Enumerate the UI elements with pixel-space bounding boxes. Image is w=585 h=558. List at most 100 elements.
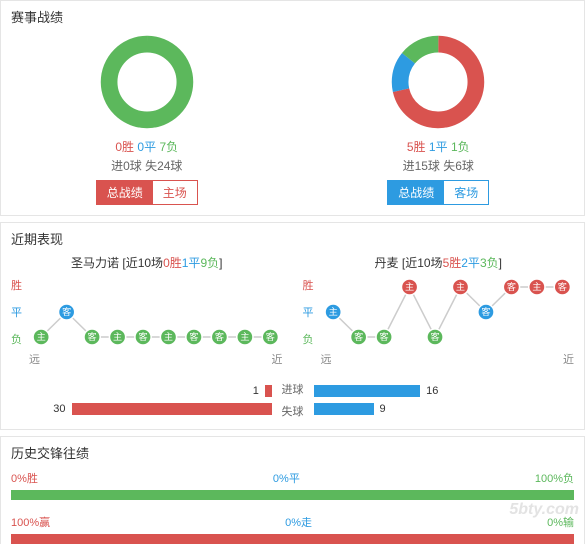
wins-label: 0胜	[115, 140, 134, 154]
history-bar1-right: 100%负	[535, 470, 574, 486]
svg-text:主: 主	[164, 331, 173, 342]
axis-lose-label: 负	[303, 331, 321, 347]
history-title: 历史交锋往绩	[1, 437, 584, 468]
team-header-left: 圣马力诺 [近10场0胜1平9负]	[11, 254, 283, 271]
record-losses: 9负	[200, 256, 219, 270]
form-chart-left: 胜 平 负 主客客主客主客客主客	[11, 277, 283, 347]
history-bar2-right: 0%输	[547, 514, 574, 530]
recent-form-title: 近期表现	[1, 223, 584, 254]
svg-text:主: 主	[455, 281, 464, 292]
record-suffix: ]	[219, 256, 222, 270]
range-far: 远	[321, 351, 332, 367]
svg-text:客: 客	[138, 331, 147, 342]
record-losses: 3负	[480, 256, 499, 270]
range-near: 近	[272, 351, 283, 367]
match-record-columns: 0胜 0平 7负 进0球 失24球 总战绩 主场 5胜 1平 1负 进15球 失…	[1, 32, 584, 215]
wdl-line-right: 5胜 1平 1负	[407, 138, 470, 155]
wdl-line-left: 0胜 0平 7负	[115, 138, 178, 155]
button-group-left: 总战绩 主场	[96, 180, 198, 205]
tab-home-left[interactable]: 主场	[153, 181, 197, 204]
history-panel: 历史交锋往绩 0%胜 0%平 100%负 100%赢 0%走 0%输	[0, 436, 585, 544]
wdl-axis-labels: 胜 平 负	[11, 277, 29, 347]
goals-for-bar-right	[314, 385, 421, 397]
goals-center-labels: 进球 失球	[278, 381, 308, 419]
losses-label: 7负	[159, 140, 178, 154]
history-bar2	[11, 534, 574, 544]
team-header-right: 丹麦 [近10场5胜2平3负]	[303, 254, 575, 271]
svg-text:主: 主	[240, 331, 249, 342]
svg-text:客: 客	[506, 281, 515, 292]
range-near: 近	[563, 351, 574, 367]
goals-for-bar-left	[265, 385, 272, 397]
record-prefix: [近10场	[122, 256, 163, 270]
svg-text:客: 客	[379, 331, 388, 342]
goals-against-row-left: 30	[11, 403, 272, 415]
wdl-axis-labels: 胜 平 负	[303, 277, 321, 347]
range-far: 远	[29, 351, 40, 367]
team-name-left: 圣马力诺	[71, 256, 119, 270]
record-draws: 1平	[182, 256, 201, 270]
history-bar1	[11, 490, 574, 500]
goals-for-value-right: 16	[426, 385, 446, 397]
goals-against-bar-left	[72, 403, 272, 415]
donut-chart-right	[388, 32, 488, 132]
history-bar2-left: 100%赢	[11, 514, 50, 530]
svg-text:客: 客	[62, 306, 71, 317]
match-record-title: 赛事战绩	[1, 1, 584, 32]
recent-right: 丹麦 [近10场5胜2平3负] 胜 平 负 主客客主客主客客主客 远 近	[293, 254, 585, 377]
tab-all-left[interactable]: 总战绩	[97, 181, 153, 204]
goals-for-row-left: 1	[11, 385, 272, 397]
svg-text:主: 主	[113, 331, 122, 342]
axis-draw-label: 平	[11, 304, 29, 320]
svg-text:客: 客	[266, 331, 275, 342]
goals-for-value-left: 1	[239, 385, 259, 397]
form-chart-right: 胜 平 负 主客客主客主客客主客	[303, 277, 575, 347]
goals-for-row-right: 16	[314, 385, 575, 397]
tab-away-right[interactable]: 客场	[444, 181, 488, 204]
range-labels-left: 远 近	[11, 351, 283, 367]
record-suffix: ]	[499, 256, 502, 270]
record-draws: 2平	[461, 256, 480, 270]
recent-left: 圣马力诺 [近10场0胜1平9负] 胜 平 负 主客客主客主客客主客 远 近	[1, 254, 293, 377]
team-name-right: 丹麦	[375, 256, 399, 270]
goals-against-label: 失球	[278, 403, 308, 419]
form-svg-right: 主客客主客主客客主客	[321, 277, 575, 347]
goals-bars-right: 16 9	[314, 385, 575, 415]
match-record-left: 0胜 0平 7负 进0球 失24球 总战绩 主场	[1, 32, 293, 215]
goals-for-label: 进球	[278, 381, 308, 397]
goals-against-value-right: 9	[380, 403, 400, 415]
tab-all-right[interactable]: 总战绩	[388, 181, 444, 204]
svg-text:客: 客	[354, 331, 363, 342]
svg-text:客: 客	[557, 281, 566, 292]
form-svg-left: 主客客主客主客客主客	[29, 277, 283, 347]
draws-label: 0平	[137, 140, 156, 154]
svg-text:客: 客	[430, 331, 439, 342]
match-record-right: 5胜 1平 1负 进15球 失6球 总战绩 客场	[293, 32, 585, 215]
goals-line-right: 进15球 失6球	[403, 157, 474, 174]
record-wins: 0胜	[163, 256, 182, 270]
goals-against-value-left: 30	[46, 403, 66, 415]
history-bar1-mid: 0%平	[273, 470, 300, 486]
range-labels-right: 远 近	[303, 351, 575, 367]
goals-against-bar-right	[314, 403, 374, 415]
axis-win-label: 胜	[11, 277, 29, 293]
goals-bars-row: 1 30 进球 失球 16 9	[1, 377, 584, 429]
goals-against-row-right: 9	[314, 403, 575, 415]
goals-line-left: 进0球 失24球	[111, 157, 182, 174]
record-wins: 5胜	[443, 256, 462, 270]
svg-text:客: 客	[215, 331, 224, 342]
history-bar2-mid: 0%走	[285, 514, 312, 530]
svg-text:主: 主	[328, 306, 337, 317]
wins-label: 5胜	[407, 140, 426, 154]
losses-label: 1负	[451, 140, 470, 154]
history-bar1-left: 0%胜	[11, 470, 38, 486]
button-group-right: 总战绩 客场	[387, 180, 489, 205]
axis-lose-label: 负	[11, 331, 29, 347]
goals-bars-left: 1 30	[11, 385, 272, 415]
svg-text:客: 客	[88, 331, 97, 342]
svg-text:主: 主	[405, 281, 414, 292]
history-bar2-labels: 100%赢 0%走 0%输	[1, 514, 584, 530]
recent-form-columns: 圣马力诺 [近10场0胜1平9负] 胜 平 负 主客客主客主客客主客 远 近 丹…	[1, 254, 584, 377]
record-prefix: [近10场	[402, 256, 443, 270]
svg-text:客: 客	[189, 331, 198, 342]
